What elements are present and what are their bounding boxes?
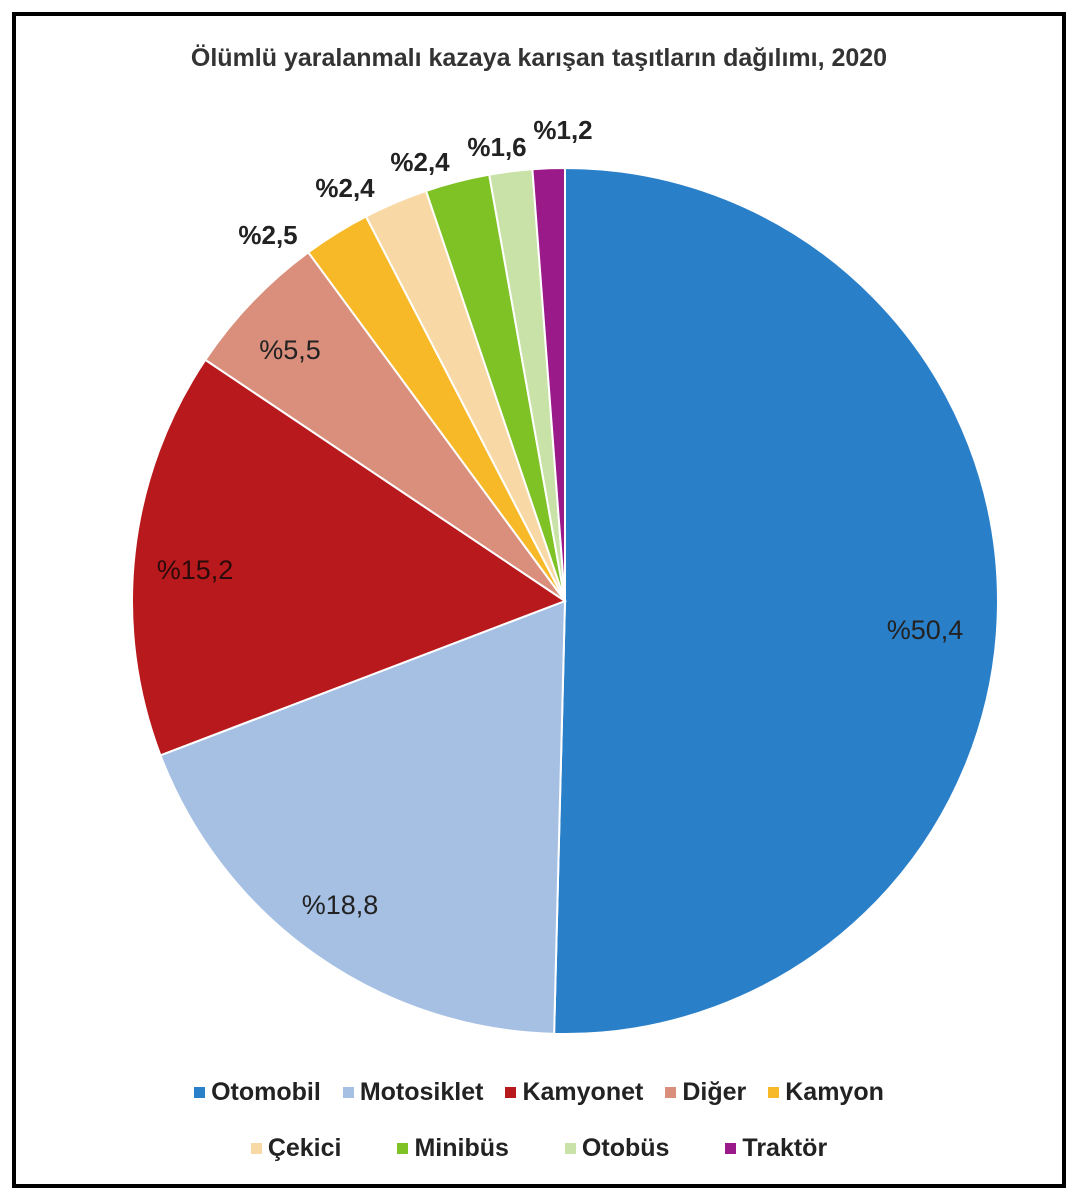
legend-swatch bbox=[342, 1087, 354, 1098]
legend-label: Otobüs bbox=[581, 1134, 670, 1162]
pie-slice-otomobil bbox=[553, 166, 1000, 1035]
legend-item-motosiklet: Motosiklet bbox=[342, 1078, 484, 1107]
legend-swatch bbox=[250, 1143, 262, 1154]
legend-swatch bbox=[725, 1143, 737, 1154]
legend-item-kamyonet: Kamyonet bbox=[505, 1078, 643, 1107]
pie-slice-traktör bbox=[531, 166, 566, 602]
data-label-otobüs: %1,6 bbox=[467, 132, 526, 162]
chart-frame bbox=[12, 12, 1066, 1188]
legend-swatch bbox=[397, 1143, 409, 1154]
legend-row-2: Çekici Minibüs Otobüs Traktör bbox=[0, 1134, 1078, 1163]
data-label-motosiklet: %18,8 bbox=[302, 890, 379, 920]
legend-swatch bbox=[194, 1087, 206, 1098]
legend-label: Minibüs bbox=[414, 1134, 509, 1162]
legend-swatch bbox=[564, 1143, 576, 1154]
data-label-çekici: %2,4 bbox=[315, 173, 375, 203]
pie-slice-diğer bbox=[203, 250, 566, 602]
legend-item-otomobil: Otomobil bbox=[194, 1078, 321, 1107]
legend-label: Motosiklet bbox=[359, 1078, 484, 1106]
legend-swatch bbox=[505, 1087, 517, 1098]
legend-item-çekici: Çekici bbox=[250, 1134, 342, 1163]
legend-item-diğer: Diğer bbox=[665, 1078, 746, 1107]
legend-label: Traktör bbox=[742, 1134, 828, 1162]
legend-item-otobüs: Otobüs bbox=[564, 1134, 670, 1163]
data-label-kamyonet: %15,2 bbox=[157, 555, 234, 585]
legend-row-1: Otomobil Motosiklet Kamyonet Diğer Kamyon bbox=[0, 1078, 1078, 1107]
pie-slice-motosiklet bbox=[159, 599, 567, 1035]
legend-label: Kamyon bbox=[785, 1078, 884, 1106]
legend-item-traktör: Traktör bbox=[725, 1134, 827, 1163]
legend-swatch bbox=[665, 1087, 677, 1098]
legend-item-kamyon: Kamyon bbox=[768, 1078, 884, 1107]
data-label-kamyon: %2,5 bbox=[238, 220, 297, 250]
legend-label: Çekici bbox=[267, 1134, 342, 1162]
legend-swatch bbox=[768, 1087, 780, 1098]
legend-item-minibüs: Minibüs bbox=[397, 1134, 509, 1163]
data-label-otomobil: %50,4 bbox=[887, 615, 964, 645]
data-label-minibüs: %2,4 bbox=[390, 147, 450, 177]
legend-label: Kamyonet bbox=[522, 1078, 644, 1106]
legend-label: Otomobil bbox=[211, 1078, 321, 1106]
pie-slice-kamyonet bbox=[131, 358, 568, 757]
chart-title: Ölümlü yaralanmalı kazaya karışan taşıtl… bbox=[190, 44, 888, 72]
data-label-traktör: %1,2 bbox=[533, 115, 592, 145]
legend-label: Diğer bbox=[682, 1078, 747, 1106]
data-label-diğer: %5,5 bbox=[259, 335, 321, 365]
